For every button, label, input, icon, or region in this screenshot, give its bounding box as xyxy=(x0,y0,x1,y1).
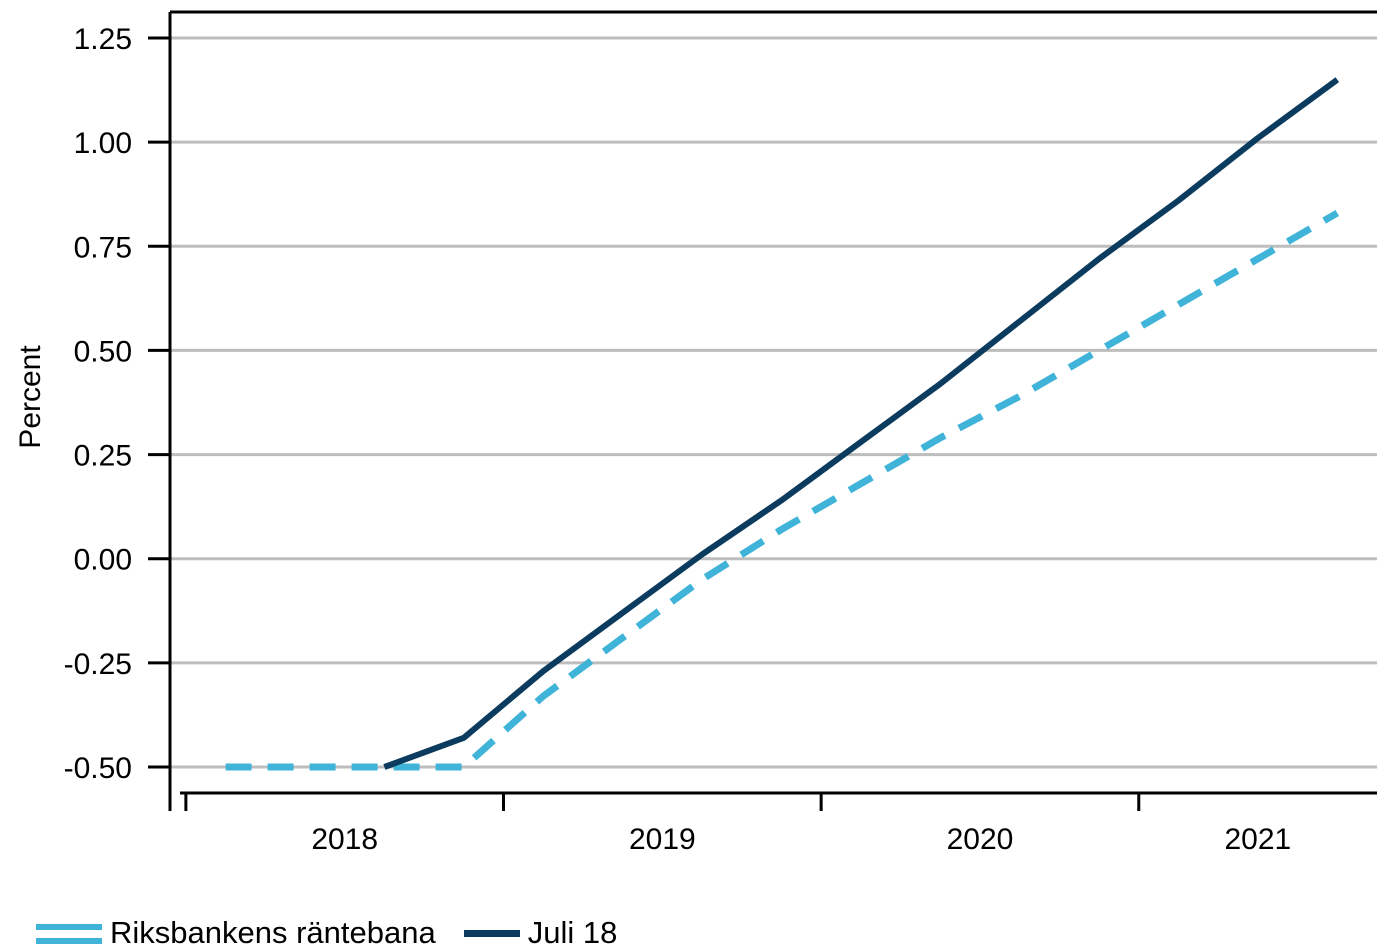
legend-swatch-dashed xyxy=(36,916,102,950)
legend-label: Riksbankens räntebana xyxy=(110,915,436,950)
y-tick-label: 0.00 xyxy=(74,544,132,577)
legend-item-series-1: Riksbankens räntebana xyxy=(36,915,436,951)
y-tick-label: 1.25 xyxy=(74,23,132,56)
x-tick-label: 2019 xyxy=(629,823,696,856)
axes xyxy=(148,10,1377,811)
y-tick-label: -0.25 xyxy=(64,648,132,681)
line-chart: -0.50 -0.25 0.00 0.25 0.50 0.75 1.00 1.25 2018 20… xyxy=(14,10,1377,856)
legend-item-series-2: Juli 18 xyxy=(454,915,618,951)
y-tick-label: 0.75 xyxy=(74,231,132,264)
x-tick-label: 2018 xyxy=(311,823,378,856)
y-tick-label: 0.50 xyxy=(74,335,132,368)
y-tick-label: 1.00 xyxy=(74,127,132,160)
x-tick-label: 2021 xyxy=(1225,823,1292,856)
y-tick-label: 0.25 xyxy=(74,440,132,473)
tick-labels: -0.50 -0.25 0.00 0.25 0.50 0.75 1.00 1.25 2018 20… xyxy=(64,23,1292,856)
legend-label: Juli 18 xyxy=(527,915,618,950)
legend-swatch-solid xyxy=(454,916,520,950)
series-lines xyxy=(225,77,1340,771)
series-line-2 xyxy=(383,77,1340,770)
y-axis-label: Percent xyxy=(14,345,47,449)
x-tick-label: 2020 xyxy=(947,823,1014,856)
y-tick-label: -0.50 xyxy=(64,752,132,785)
gridlines xyxy=(170,36,1377,769)
series-line-1 xyxy=(225,209,1340,771)
legend: Riksbankens räntebana Juli 18 xyxy=(36,915,635,951)
